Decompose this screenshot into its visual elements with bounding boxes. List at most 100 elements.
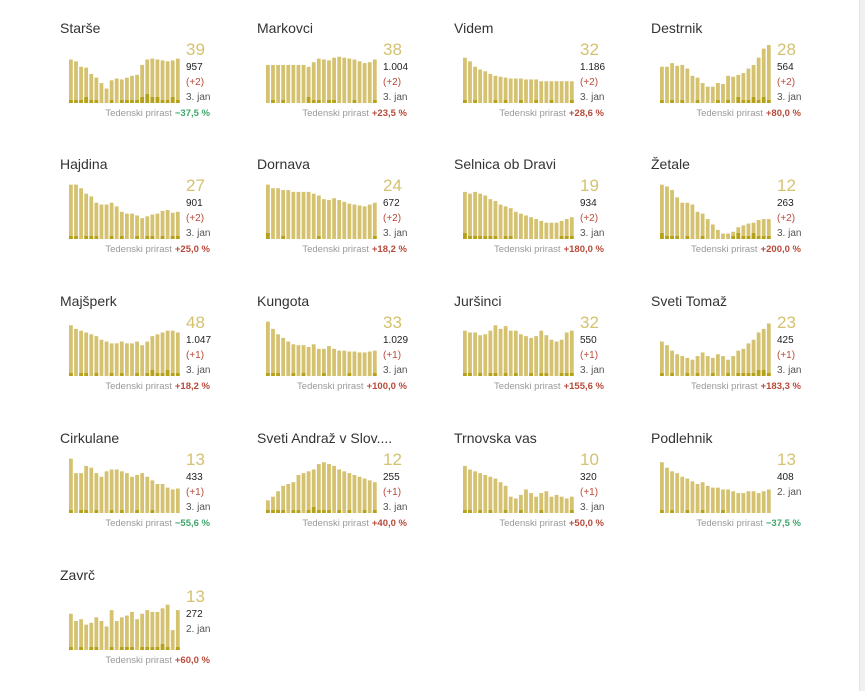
- active-cases-bar: [665, 345, 669, 376]
- active-cases-bar: [675, 65, 680, 103]
- active-cases-value: 32: [580, 313, 599, 332]
- new-cases-bar: [291, 373, 296, 376]
- municipality-card[interactable]: Videm 32 1.186 (+2) 3. jan Tedenski prirast +2…: [454, 20, 624, 150]
- active-cases-bar: [357, 205, 362, 239]
- new-cases-bar: [761, 97, 766, 103]
- municipality-card[interactable]: Zavrč 13 272 2. jan Tedenski prirast +60,0 %: [60, 567, 230, 697]
- active-cases-bar: [549, 222, 554, 239]
- municipality-card[interactable]: Podlehnik 13 408 2. jan Tedenski prirast −37,…: [651, 430, 821, 560]
- new-cases-bar: [726, 373, 730, 376]
- new-cases-bar: [276, 373, 280, 376]
- active-cases-bar: [99, 621, 104, 650]
- new-cases-bar: [337, 510, 342, 513]
- municipality-card[interactable]: Sveti Tomaž 23 425 (+1) 3. jan Tedenski prira…: [651, 293, 821, 423]
- new-cases-bar: [276, 510, 280, 513]
- active-cases-value: 39: [186, 40, 205, 59]
- active-cases-bar: [125, 77, 129, 103]
- new-cases-bar: [716, 100, 720, 103]
- active-cases-bar: [266, 64, 270, 103]
- active-cases-bar: [705, 86, 710, 103]
- daily-delta-value: (+2): [383, 77, 402, 88]
- weekly-change-value: +25,0 %: [174, 244, 210, 255]
- active-cases-bar: [529, 337, 533, 376]
- new-cases-bar: [145, 373, 150, 376]
- active-cases-bar: [135, 74, 139, 103]
- active-cases-bar: [519, 494, 523, 513]
- municipality-card[interactable]: Selnica ob Dravi 19 934 (+2) 3. jan Tedenski …: [454, 156, 624, 286]
- active-cases-bar: [680, 64, 685, 103]
- active-cases-bar: [544, 81, 549, 103]
- active-cases-bar: [347, 58, 352, 103]
- active-cases-bar: [357, 476, 362, 513]
- new-cases-bar: [109, 236, 114, 239]
- active-cases-bar: [372, 59, 377, 103]
- new-cases-bar: [119, 100, 124, 103]
- municipality-card[interactable]: Juršinci 32 550 (+1) 3. jan Tedenski prirast +…: [454, 293, 624, 423]
- active-cases-bar: [74, 621, 78, 650]
- active-cases-bar: [513, 78, 518, 103]
- active-cases-bar: [463, 330, 467, 376]
- active-cases-bar: [99, 339, 104, 376]
- weekly-change-row: Tedenski prirast +183,3 %: [651, 381, 801, 393]
- active-cases-bar: [716, 83, 720, 103]
- active-cases-bar: [311, 469, 316, 513]
- new-cases-bar: [352, 100, 357, 103]
- new-cases-bar: [741, 100, 746, 103]
- active-cases-bar: [468, 469, 472, 513]
- municipality-card[interactable]: Majšperk 48 1.047 (+1) 3. jan Tedenski priras…: [60, 293, 230, 423]
- vertical-scrollbar[interactable]: [859, 0, 865, 691]
- new-cases-bar: [155, 647, 160, 650]
- active-cases-bar: [705, 485, 710, 513]
- active-cases-value: 12: [383, 450, 402, 469]
- active-cases-bar: [357, 61, 362, 103]
- active-cases-value: 23: [777, 313, 796, 332]
- municipality-card[interactable]: Žetale 12 263 (+2) 3. jan Tedenski prirast +20…: [651, 156, 821, 286]
- date-label: 3. jan: [186, 228, 211, 239]
- active-cases-bar: [766, 323, 771, 376]
- active-cases-bar: [362, 352, 367, 376]
- municipality-card[interactable]: Sveti Andraž v Slov.... 12 255 (+1) 3. jan Te…: [257, 430, 427, 560]
- weekly-change-label: Tedenski prirast: [499, 108, 566, 119]
- municipality-card[interactable]: Cirkulane 13 433 (+1) 3. jan Tedenski prirast…: [60, 430, 230, 560]
- active-cases-value: 13: [777, 450, 796, 469]
- active-cases-bar: [483, 195, 488, 239]
- active-cases-bar: [170, 330, 175, 376]
- new-cases-bar: [519, 100, 523, 103]
- active-cases-bar: [741, 225, 746, 239]
- municipality-card[interactable]: Hajdina 27 901 (+2) 3. jan Tedenski prirast +2…: [60, 156, 230, 286]
- new-cases-bar: [125, 100, 129, 103]
- sparkline-bar-chart: [69, 458, 180, 513]
- active-cases-bar: [306, 347, 311, 376]
- active-cases-bar: [478, 193, 483, 239]
- new-cases-bar: [69, 236, 73, 239]
- active-cases-bar: [524, 336, 528, 376]
- active-cases-bar: [498, 76, 503, 103]
- sparkline-bar-chart: [266, 462, 377, 513]
- active-cases-bar: [104, 204, 109, 239]
- active-cases-bar: [69, 613, 73, 650]
- active-cases-bar: [165, 210, 170, 239]
- municipality-card[interactable]: Destrnik 28 564 (+2) 3. jan Tedenski prirast +…: [651, 20, 821, 150]
- date-label: 3. jan: [777, 228, 802, 239]
- total-cases-value: 255: [383, 472, 400, 483]
- active-cases-bar: [276, 64, 280, 103]
- new-cases-bar: [140, 97, 145, 103]
- active-cases-bar: [731, 491, 736, 513]
- active-cases-bar: [731, 76, 736, 103]
- municipality-card[interactable]: Kungota 33 1.029 (+1) 3. jan Tedenski prirast…: [257, 293, 427, 423]
- active-cases-bar: [160, 484, 165, 513]
- municipality-card[interactable]: Starše 39 957 (+2) 3. jan Tedenski prirast −37…: [60, 20, 230, 150]
- municipality-card[interactable]: Trnovska vas 10 320 (+1) 3. jan Tedenski prir…: [454, 430, 624, 560]
- new-cases-bar: [165, 647, 170, 650]
- active-cases-bar: [311, 193, 316, 239]
- new-cases-bar: [746, 373, 751, 376]
- new-cases-bar: [94, 236, 99, 239]
- municipality-card[interactable]: Markovci 38 1.004 (+2) 3. jan Tedenski priras…: [257, 20, 427, 150]
- active-cases-bar: [145, 610, 150, 650]
- new-cases-bar: [700, 510, 705, 513]
- active-cases-bar: [104, 88, 109, 103]
- new-cases-bar: [721, 510, 725, 513]
- new-cases-bar: [493, 236, 498, 239]
- municipality-card[interactable]: Dornava 24 672 (+2) 3. jan Tedenski prirast +1…: [257, 156, 427, 286]
- municipality-name: Podlehnik: [651, 430, 713, 446]
